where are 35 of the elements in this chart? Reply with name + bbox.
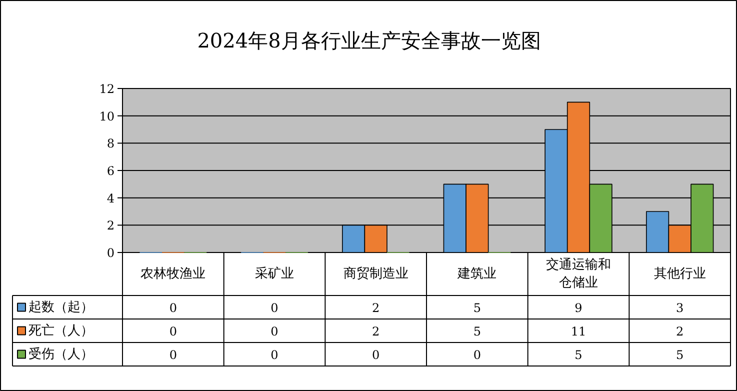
- x-tick-label: 建筑业: [456, 266, 497, 282]
- x-tick-label: 采矿业: [255, 266, 294, 282]
- data-label: 2: [372, 300, 380, 315]
- data-label: 0: [270, 348, 278, 362]
- data-label: 0: [169, 348, 177, 362]
- x-tick-label: 农林牧渔业: [140, 266, 206, 282]
- y-tick-label: 0: [106, 246, 115, 260]
- data-label: 9: [574, 300, 582, 315]
- y-tick-label: 4: [106, 191, 115, 206]
- y-tick-label: 6: [106, 164, 115, 178]
- data-label: 0: [473, 348, 481, 362]
- data-label: 5: [473, 324, 481, 338]
- legend-label: 起数（起）: [28, 300, 94, 315]
- data-label: 0: [169, 324, 177, 338]
- data-label: 3: [676, 300, 684, 315]
- y-tick-label: 12: [99, 82, 115, 96]
- data-label: 5: [574, 348, 582, 362]
- chart-title: 2024年8月各行业生产安全事故一览图: [197, 28, 541, 52]
- y-tick-label: 2: [106, 218, 115, 233]
- y-tick-label: 8: [106, 136, 115, 151]
- data-label: 0: [372, 348, 380, 362]
- data-label: 5: [676, 348, 684, 362]
- data-label: 11: [570, 324, 586, 338]
- y-tick-label: 10: [99, 109, 115, 124]
- data-label: 0: [270, 300, 278, 315]
- data-label: 0: [169, 300, 177, 315]
- data-label: 2: [372, 324, 380, 338]
- data-label: 0: [270, 324, 278, 338]
- data-label: 2: [676, 324, 684, 338]
- data-label: 5: [473, 300, 481, 315]
- x-tick-label: 商贸制造业: [343, 266, 408, 282]
- legend-label: 受伤（人）: [28, 346, 94, 362]
- x-tick-label: 其他行业: [654, 266, 706, 282]
- x-tick-label: 交通运输和仓储业: [546, 256, 611, 290]
- legend-label: 死亡（人）: [28, 322, 94, 338]
